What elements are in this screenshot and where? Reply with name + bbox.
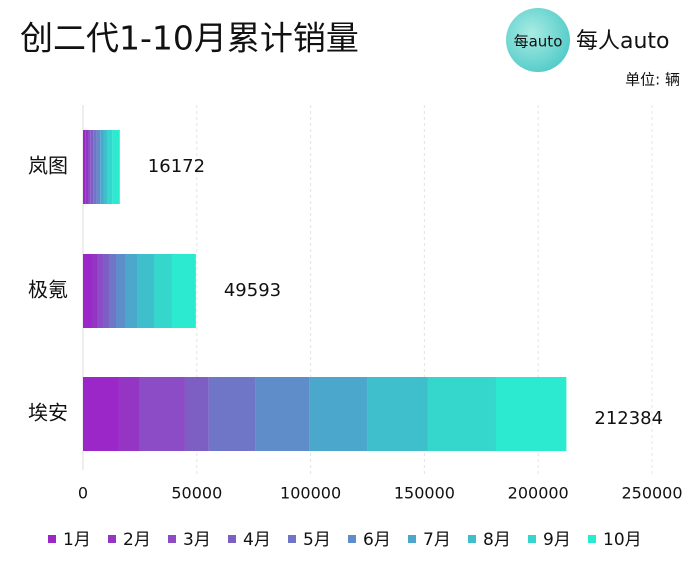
legend-swatch (468, 535, 476, 543)
bar-segment (109, 254, 117, 328)
bar-segment (88, 130, 91, 204)
bar-segment (208, 377, 256, 451)
bar-segment (184, 377, 209, 451)
bar-segment (85, 130, 89, 204)
bar-segment (495, 377, 567, 451)
bar-segment (427, 377, 496, 451)
bar-segment (103, 130, 108, 204)
y-tick-label: 埃安 (28, 401, 68, 425)
legend-label: 5月 (303, 530, 331, 550)
bar-segment (83, 377, 119, 451)
bar-segment (103, 254, 110, 328)
bar-segment (83, 130, 86, 204)
bar-segment (367, 377, 428, 451)
y-tick-label: 极氪 (28, 278, 68, 302)
legend-label: 2月 (123, 530, 151, 550)
x-tick-label: 150000 (394, 484, 455, 503)
legend-label: 10月 (603, 530, 642, 550)
legend-swatch (348, 535, 356, 543)
bar-segment (100, 130, 104, 204)
total-label: 49593 (224, 280, 281, 301)
legend-label: 1月 (63, 530, 91, 550)
x-tick-label: 200000 (508, 484, 569, 503)
logo-name: 每人auto (576, 29, 670, 54)
legend-label: 4月 (243, 530, 271, 550)
bar-segment (118, 377, 139, 451)
x-tick-label: 50000 (171, 484, 222, 503)
unit-note: 单位: 辆 (625, 71, 680, 89)
logo-badge (506, 8, 570, 72)
legend-label: 7月 (423, 530, 451, 550)
bar-segment (90, 130, 94, 204)
bar-segment (96, 254, 104, 328)
bar-segment (96, 130, 101, 204)
x-tick-label: 0 (78, 484, 88, 503)
y-tick-label: 岚图 (28, 154, 68, 178)
legend-label: 9月 (543, 530, 571, 550)
legend-swatch (588, 535, 596, 543)
bar-segment (116, 254, 125, 328)
chart-title: 创二代1-10月累计销量 (20, 19, 359, 58)
bar-segment (83, 254, 92, 328)
legend-swatch (528, 535, 536, 543)
bar-segment (309, 377, 368, 451)
x-tick-label: 250000 (621, 484, 682, 503)
bar-segment (153, 254, 172, 328)
bar-segment (91, 254, 97, 328)
bar-segment (171, 254, 196, 328)
bar-segment (93, 130, 97, 204)
legend-swatch (288, 535, 296, 543)
bar-segment (124, 254, 137, 328)
bar-segment (138, 377, 185, 451)
legend-swatch (228, 535, 236, 543)
bar-segment (107, 130, 113, 204)
legend-swatch (408, 535, 416, 543)
legend-swatch (108, 535, 116, 543)
legend-swatch (168, 535, 176, 543)
total-label: 16172 (148, 156, 205, 177)
legend-swatch (48, 535, 56, 543)
x-tick-label: 100000 (280, 484, 341, 503)
bar-segment (255, 377, 310, 451)
total-label: 212384 (594, 408, 663, 429)
legend-label: 6月 (363, 530, 391, 550)
bar-segment (136, 254, 154, 328)
logo-badge-text: 每auto (514, 33, 563, 51)
legend-label: 8月 (483, 530, 511, 550)
bar-segment (112, 130, 120, 204)
legend-label: 3月 (183, 530, 211, 550)
